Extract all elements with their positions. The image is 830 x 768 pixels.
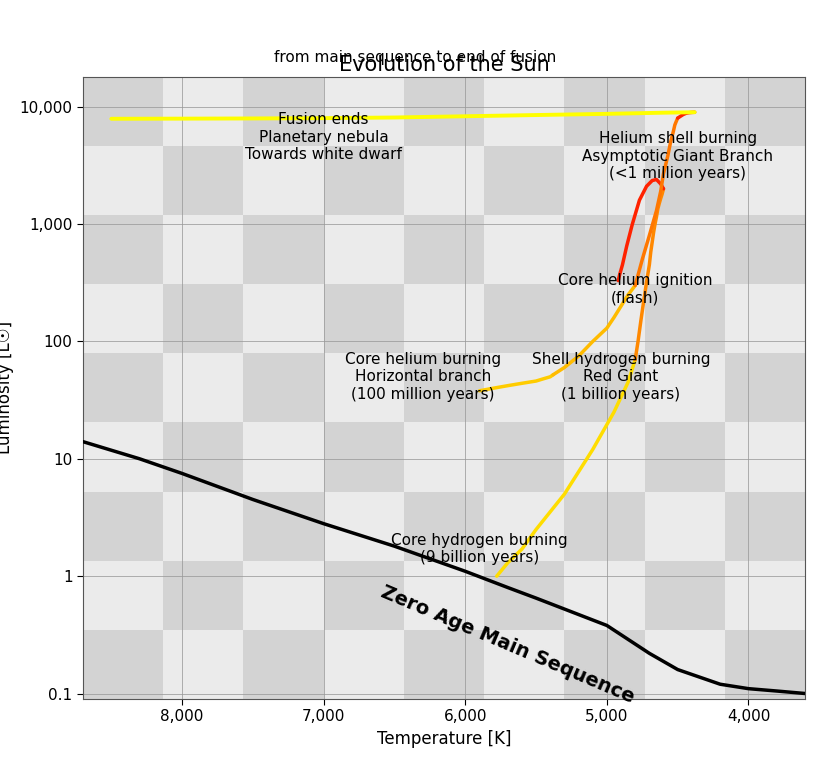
Bar (243, 215, 324, 284)
Bar (83, 146, 164, 215)
Bar (484, 77, 564, 146)
Bar (404, 492, 484, 561)
Text: Fusion ends
Planetary nebula
Towards white dwarf: Fusion ends Planetary nebula Towards whi… (245, 112, 403, 162)
Text: Core helium ignition
(flash): Core helium ignition (flash) (558, 273, 712, 305)
Bar (484, 561, 564, 630)
Bar (324, 77, 404, 146)
Bar (725, 215, 805, 284)
Bar (725, 146, 805, 215)
Bar (243, 353, 324, 422)
Bar (725, 422, 805, 492)
Bar (243, 77, 324, 146)
Bar (404, 284, 484, 353)
Bar (83, 353, 164, 422)
Bar (164, 146, 243, 215)
Bar (243, 492, 324, 561)
Bar (404, 630, 484, 699)
Bar (645, 77, 725, 146)
Bar (83, 422, 164, 492)
Bar (645, 215, 725, 284)
Bar (484, 353, 564, 422)
Bar (564, 146, 645, 215)
Bar (404, 215, 484, 284)
Text: Shell hydrogen burning
Red Giant
(1 billion years): Shell hydrogen burning Red Giant (1 bill… (532, 352, 710, 402)
Bar (243, 561, 324, 630)
Text: Core hydrogen burning
(9 billion years): Core hydrogen burning (9 billion years) (391, 533, 568, 565)
Bar (324, 215, 404, 284)
X-axis label: Temperature [K]: Temperature [K] (377, 730, 511, 748)
Bar (725, 353, 805, 422)
Bar (725, 561, 805, 630)
Bar (725, 284, 805, 353)
Bar (324, 422, 404, 492)
Bar (164, 630, 243, 699)
Text: Core helium burning
Horizontal branch
(100 million years): Core helium burning Horizontal branch (1… (344, 352, 500, 402)
Bar (645, 146, 725, 215)
Bar (564, 215, 645, 284)
Bar (725, 77, 805, 146)
Bar (164, 492, 243, 561)
Bar (83, 492, 164, 561)
Title: Evolution of the Sun: Evolution of the Sun (339, 55, 549, 75)
Bar (164, 215, 243, 284)
Bar (243, 146, 324, 215)
Bar (484, 422, 564, 492)
Bar (164, 353, 243, 422)
Bar (404, 353, 484, 422)
Bar (324, 630, 404, 699)
Bar (324, 492, 404, 561)
Text: from main sequence to end of fusion: from main sequence to end of fusion (274, 50, 556, 65)
Bar (83, 630, 164, 699)
Y-axis label: Luminosity [L☉]: Luminosity [L☉] (0, 321, 14, 455)
Bar (645, 630, 725, 699)
Bar (324, 146, 404, 215)
Bar (243, 284, 324, 353)
Bar (645, 561, 725, 630)
Text: Helium shell burning
Asymptotic Giant Branch
(<1 million years): Helium shell burning Asymptotic Giant Br… (582, 131, 774, 181)
Bar (645, 422, 725, 492)
Text: Zero Age Main Sequence: Zero Age Main Sequence (378, 583, 637, 707)
Bar (83, 77, 164, 146)
Bar (404, 146, 484, 215)
Bar (164, 77, 243, 146)
Bar (404, 561, 484, 630)
Bar (83, 561, 164, 630)
Bar (324, 284, 404, 353)
Bar (484, 146, 564, 215)
Bar (564, 284, 645, 353)
Bar (564, 561, 645, 630)
Bar (725, 630, 805, 699)
Bar (164, 284, 243, 353)
Bar (484, 284, 564, 353)
Bar (645, 353, 725, 422)
Bar (645, 284, 725, 353)
Bar (484, 492, 564, 561)
Bar (164, 422, 243, 492)
Bar (83, 284, 164, 353)
Bar (484, 630, 564, 699)
Bar (564, 422, 645, 492)
Bar (645, 492, 725, 561)
Bar (324, 561, 404, 630)
Bar (404, 422, 484, 492)
Bar (243, 630, 324, 699)
Bar (564, 630, 645, 699)
Bar (243, 422, 324, 492)
Bar (484, 215, 564, 284)
Bar (564, 353, 645, 422)
Bar (83, 215, 164, 284)
Bar (324, 353, 404, 422)
Bar (725, 492, 805, 561)
Bar (164, 561, 243, 630)
Bar (564, 492, 645, 561)
Bar (404, 77, 484, 146)
Bar (564, 77, 645, 146)
